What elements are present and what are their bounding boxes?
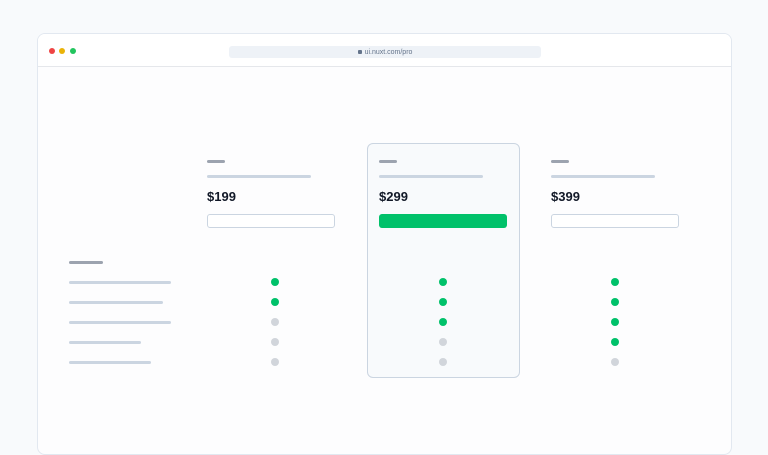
url-text: ui.nuxt.com/pro: [364, 48, 413, 56]
plan-description: [379, 175, 483, 178]
included-check-icon: [271, 278, 279, 286]
feature-label: [69, 301, 163, 304]
excluded-dot-icon: [271, 318, 279, 326]
minimize-window-button[interactable]: [59, 48, 65, 54]
included-check-icon: [439, 318, 447, 326]
excluded-dot-icon: [439, 338, 447, 346]
plan-name: [551, 160, 569, 163]
feature-label: [69, 361, 151, 364]
plan-price: $399: [551, 189, 580, 204]
excluded-dot-icon: [611, 358, 619, 366]
excluded-dot-icon: [439, 358, 447, 366]
plan-select-button[interactable]: [551, 214, 679, 228]
plan-description: [207, 175, 311, 178]
included-check-icon: [271, 298, 279, 306]
feature-label: [69, 321, 171, 324]
included-check-icon: [611, 298, 619, 306]
browser-window: ui.nuxt.com/pro $199 $299 $399: [37, 33, 732, 455]
features-heading: [69, 261, 103, 264]
included-check-icon: [439, 298, 447, 306]
plan-price: $199: [207, 189, 236, 204]
maximize-window-button[interactable]: [70, 48, 76, 54]
included-check-icon: [611, 318, 619, 326]
feature-label: [69, 341, 141, 344]
plan-select-button[interactable]: [379, 214, 507, 228]
close-window-button[interactable]: [49, 48, 55, 54]
feature-label: [69, 281, 171, 284]
plan-price: $299: [379, 189, 408, 204]
excluded-dot-icon: [271, 358, 279, 366]
included-check-icon: [611, 278, 619, 286]
plan-select-button[interactable]: [207, 214, 335, 228]
lock-icon: [357, 50, 362, 54]
excluded-dot-icon: [271, 338, 279, 346]
plan-name: [207, 160, 225, 163]
included-check-icon: [439, 278, 447, 286]
title-bar: ui.nuxt.com/pro: [38, 34, 731, 67]
address-bar[interactable]: ui.nuxt.com/pro: [229, 46, 541, 58]
plan-description: [551, 175, 655, 178]
plan-name: [379, 160, 397, 163]
included-check-icon: [611, 338, 619, 346]
